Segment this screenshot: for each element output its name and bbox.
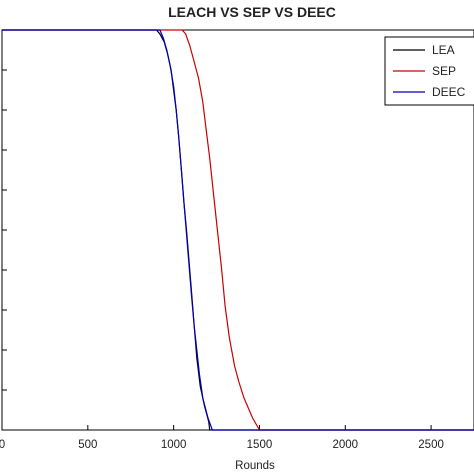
series-line-deec	[2, 29, 474, 431]
legend-box	[384, 36, 474, 106]
x-tick-label: 2500	[418, 439, 444, 451]
x-tick-label: 2000	[332, 439, 358, 451]
legend-label: DEEC	[432, 85, 466, 99]
series-line-sep	[2, 29, 474, 431]
legend: LEA SEP DEEC	[384, 36, 474, 106]
x-tick-label: 500	[78, 439, 97, 451]
legend-label: SEP	[432, 64, 456, 78]
x-tick-label: 0	[0, 439, 5, 451]
x-tick-label: 1500	[247, 439, 273, 451]
x-tick-label: 1000	[161, 439, 187, 451]
legend-label: LEA	[432, 43, 455, 57]
chart-title: LEACH VS SEP VS DEEC	[168, 4, 336, 20]
series-lines	[2, 29, 474, 431]
axis-ticks: 0 500 1000 1500 2000 2500	[0, 29, 444, 451]
x-axis-label: Rounds	[235, 460, 275, 472]
